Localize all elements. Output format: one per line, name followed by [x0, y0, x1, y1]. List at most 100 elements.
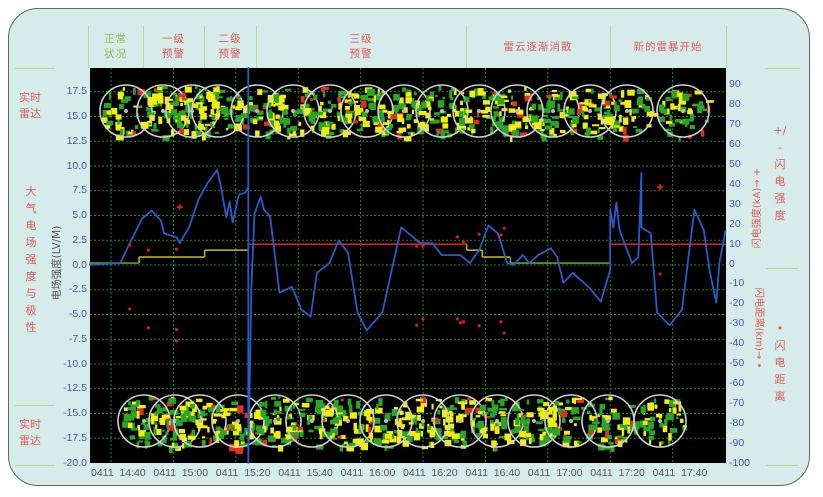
- radar-top-label: 实时 雷达: [19, 91, 41, 120]
- radar-echo: [543, 118, 552, 124]
- radar-echo: [201, 425, 208, 429]
- right-tick-label: 20: [729, 217, 741, 230]
- radar-echo: [440, 132, 446, 140]
- radar-echo: [279, 406, 282, 414]
- radar-echo: [557, 402, 564, 406]
- radar-echo: [414, 106, 422, 112]
- radar-echo: [485, 106, 491, 113]
- radar-echo: [335, 411, 342, 420]
- radar-echo: [273, 418, 282, 425]
- radar-echo: [175, 415, 182, 419]
- radar-center: [255, 109, 259, 113]
- radar-echo: [288, 133, 297, 137]
- radar-echo: [365, 424, 369, 432]
- left-tick-label: 2.5: [72, 233, 87, 246]
- radar-echo: [403, 136, 412, 142]
- radar-echo: [215, 96, 223, 99]
- radar-echo: [623, 134, 629, 142]
- radar-echo: [638, 104, 646, 108]
- radar-echo: [583, 114, 589, 120]
- right-tick-label: 40: [729, 177, 741, 190]
- radar-echo: [550, 121, 559, 126]
- radar-echo: [280, 94, 286, 99]
- radar-echo: [340, 435, 346, 440]
- radar-echo: [461, 403, 465, 410]
- radar-echo: [378, 104, 386, 110]
- radar-echo: [519, 132, 527, 137]
- radar-echo: [263, 415, 270, 420]
- right-tick-label: -90: [729, 436, 745, 449]
- radar-echo: [175, 445, 181, 451]
- radar-echo: [511, 120, 516, 126]
- radar-echo: [189, 112, 194, 119]
- radar-echo: [168, 425, 177, 431]
- radar-echo: [211, 419, 217, 422]
- radar-echo: [540, 129, 545, 132]
- radar-echo: [125, 130, 130, 135]
- radar-echo: [137, 88, 145, 96]
- radar-echo: [127, 416, 135, 421]
- radar-echo: [390, 114, 398, 120]
- radar-echo: [179, 128, 184, 134]
- radar-echo: [216, 426, 221, 435]
- radar-echo: [343, 441, 348, 444]
- radar-echo: [164, 96, 170, 105]
- radar-echo: [504, 396, 508, 402]
- radar-echo: [644, 418, 651, 421]
- radar-echo: [428, 106, 432, 110]
- lightning-point: [421, 317, 425, 321]
- radar-echo: [122, 87, 126, 91]
- radar-echo: [168, 445, 173, 454]
- lightning-point: [128, 243, 132, 247]
- radar-echo: [179, 434, 186, 441]
- radar-echo: [330, 428, 339, 436]
- radar-echo: [119, 103, 124, 110]
- radar-echo: [658, 104, 665, 112]
- radar-echo: [443, 418, 446, 426]
- radar-echo: [278, 96, 282, 104]
- radar-echo: [241, 113, 248, 119]
- radar-echo: [144, 431, 151, 440]
- radar-echo: [469, 400, 477, 405]
- radar-echo: [377, 109, 384, 118]
- radar-echo: [674, 119, 682, 123]
- radar-echo: [208, 407, 215, 412]
- radar-echo: [231, 421, 239, 426]
- radar-echo: [444, 439, 452, 447]
- radar-echo: [432, 427, 437, 432]
- radar-echo: [218, 89, 226, 93]
- radar-echo: [600, 437, 609, 443]
- radar-echo: [543, 435, 550, 443]
- divider: [766, 268, 798, 269]
- left-tick-label: -15.0: [63, 407, 87, 419]
- radar-echo: [376, 403, 379, 410]
- radar-echo: [255, 409, 261, 413]
- radar-echo: [210, 109, 215, 115]
- radar-echo: [436, 130, 439, 137]
- radar-echo: [664, 419, 668, 426]
- radar-echo: [300, 129, 305, 137]
- radar-echo: [337, 435, 342, 439]
- radar-echo: [607, 435, 612, 440]
- radar-echo: [547, 419, 556, 428]
- radar-echo: [512, 130, 520, 138]
- radar-echo: [255, 130, 260, 137]
- radar-echo: [658, 117, 665, 122]
- stage-label: 雷云逐渐消散: [503, 40, 573, 53]
- radar-echo: [234, 423, 242, 432]
- radar-echo: [361, 111, 368, 117]
- radar-echo: [276, 93, 280, 102]
- radar-echo: [643, 431, 647, 437]
- radar-echo: [405, 97, 412, 104]
- radar-echo: [576, 398, 585, 403]
- left-tick-label: 0.0: [72, 258, 87, 271]
- radar-echo: [669, 428, 678, 433]
- right-tick-label: -10: [729, 277, 745, 290]
- radar-echo: [437, 409, 441, 415]
- radar-echo: [546, 94, 552, 99]
- radar-center: [515, 109, 519, 113]
- radar-echo: [285, 435, 292, 440]
- radar-echo: [132, 131, 137, 136]
- radar-echo: [537, 428, 544, 431]
- radar-echo: [228, 123, 233, 128]
